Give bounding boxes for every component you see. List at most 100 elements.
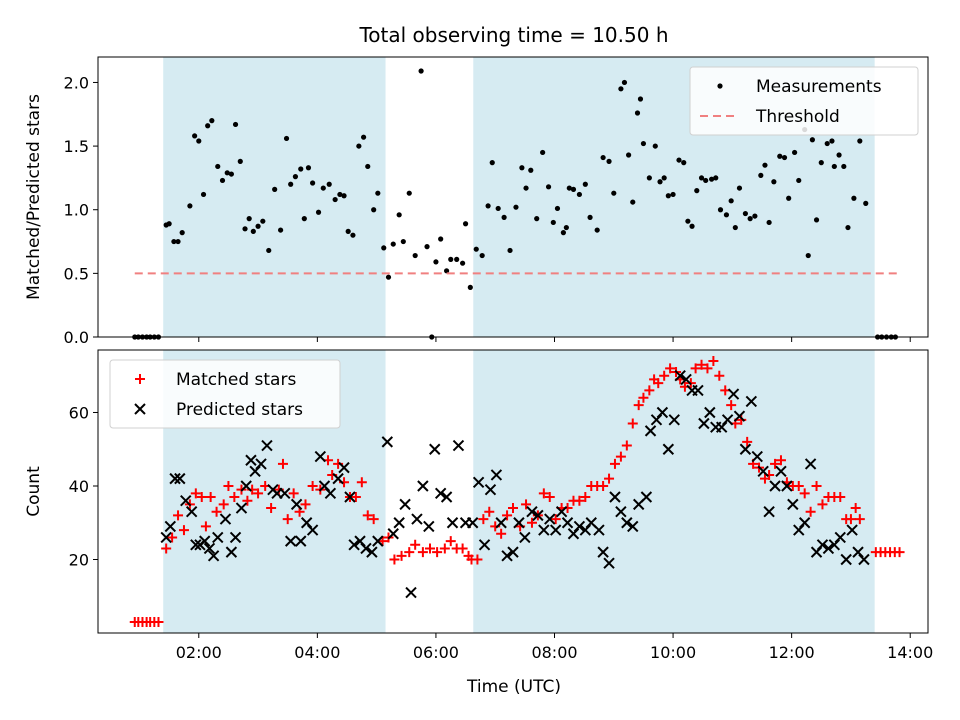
predicted-star-point <box>472 476 485 489</box>
bottom-x-tick-label: 02:00 <box>176 643 222 662</box>
predicted-star-point <box>787 498 799 511</box>
measurement-point <box>288 181 294 187</box>
predicted-star-point <box>306 524 319 536</box>
top-y-tick-label: 2.0 <box>64 73 89 92</box>
matched-star-point <box>282 514 293 525</box>
predicted-star-point <box>295 535 307 547</box>
predicted-star-point <box>769 480 781 492</box>
measurement-point <box>523 185 529 191</box>
chart-title: Total observing time = 10.50 h <box>358 23 668 47</box>
predicted-star-point <box>840 553 852 566</box>
measurement-point <box>618 86 624 92</box>
legend-marker-predicted <box>134 403 146 415</box>
measurement-point <box>192 133 198 139</box>
matched-star-point <box>173 510 184 521</box>
measurement-point <box>611 190 617 196</box>
measurement-point <box>246 216 252 222</box>
measurement-point <box>283 135 290 142</box>
predicted-star-point <box>692 384 704 397</box>
matched-star-point <box>190 488 201 499</box>
predicted-star-point <box>544 513 556 525</box>
matched-star-point <box>726 400 737 411</box>
matched-star-point <box>300 499 311 510</box>
predicted-star-point <box>235 502 248 514</box>
predicted-star-point <box>775 465 787 477</box>
measurement-point <box>545 184 552 190</box>
matched-star-point <box>550 514 561 525</box>
measurement-point <box>278 227 284 233</box>
matched-star-point <box>854 514 865 525</box>
predicted-star-point <box>513 517 525 529</box>
legend-box <box>109 359 341 429</box>
predicted-star-point <box>495 517 507 529</box>
measurement-point <box>621 79 628 86</box>
measurement-point <box>540 149 546 156</box>
measurement-point <box>640 140 647 147</box>
predicted-star-point <box>763 506 775 518</box>
predicted-star-point <box>249 465 261 477</box>
predicted-star-point <box>834 531 846 544</box>
measurement-point <box>305 165 312 171</box>
predicted-star-point <box>532 509 544 522</box>
matched-star-point <box>356 477 367 488</box>
measurement-point <box>681 160 687 166</box>
matched-star-point <box>161 543 172 554</box>
predicted-star-point <box>816 539 829 551</box>
matched-star-point <box>633 400 644 411</box>
matched-star-point <box>218 499 229 510</box>
measurement-point <box>646 175 652 181</box>
predicted-star-point <box>466 517 479 529</box>
measurement-point <box>332 196 338 203</box>
matched-star-point <box>205 492 216 503</box>
measurement-point <box>175 238 181 245</box>
predicted-star-point <box>846 524 858 536</box>
matched-star-point <box>223 480 234 491</box>
bottom-x-tick-label: 04:00 <box>294 643 340 662</box>
matched-star-point <box>850 503 861 514</box>
bottom-x-tick-label: 10:00 <box>650 643 696 662</box>
measurement-point <box>242 226 248 232</box>
predicted-star-point <box>739 443 752 455</box>
measurement-point <box>818 160 824 166</box>
measurement-point <box>670 191 676 198</box>
matched-star-point <box>714 370 725 381</box>
measurement-point <box>792 149 798 156</box>
matched-star-point <box>574 495 585 506</box>
matched-star-point <box>894 547 905 558</box>
measurement-point <box>698 175 705 181</box>
predicted-star-point <box>314 450 327 463</box>
predicted-star-point <box>185 506 198 518</box>
measurement-point <box>582 181 588 187</box>
measurement-point <box>298 166 304 172</box>
predicted-star-point <box>300 517 313 529</box>
predicted-star-point <box>668 414 680 426</box>
measurement-point <box>219 177 226 184</box>
matched-star-point <box>799 488 810 499</box>
predicted-star-point <box>561 517 574 529</box>
legend-label: Threshold <box>755 107 840 127</box>
predicted-star-point <box>804 458 817 470</box>
matched-star-point <box>445 536 456 547</box>
predicted-star-point <box>579 524 592 536</box>
measurement-point <box>728 198 734 204</box>
measurement-point <box>831 163 837 170</box>
measurement-point <box>657 179 663 185</box>
bottom-y-axis-label: Count <box>24 466 44 517</box>
top-shaded-region-1 <box>163 57 386 337</box>
predicted-star-point <box>567 528 580 540</box>
matched-star-point <box>621 440 632 451</box>
legend-marker-measurements <box>717 83 723 89</box>
predicted-star-point <box>212 531 224 544</box>
matched-star-point <box>417 547 428 558</box>
legend-box <box>689 66 919 136</box>
measurement-point <box>433 259 439 265</box>
predicted-star-point <box>793 524 805 536</box>
matched-star-point <box>604 473 615 484</box>
bottom-y-tick-label: 60 <box>69 403 89 422</box>
predicted-star-point <box>207 550 220 562</box>
predicted-star-point <box>704 406 716 419</box>
measurement-point <box>560 230 566 236</box>
predicted-star-point <box>674 370 686 382</box>
predicted-star-point <box>810 546 823 558</box>
matched-star-point <box>457 543 468 554</box>
